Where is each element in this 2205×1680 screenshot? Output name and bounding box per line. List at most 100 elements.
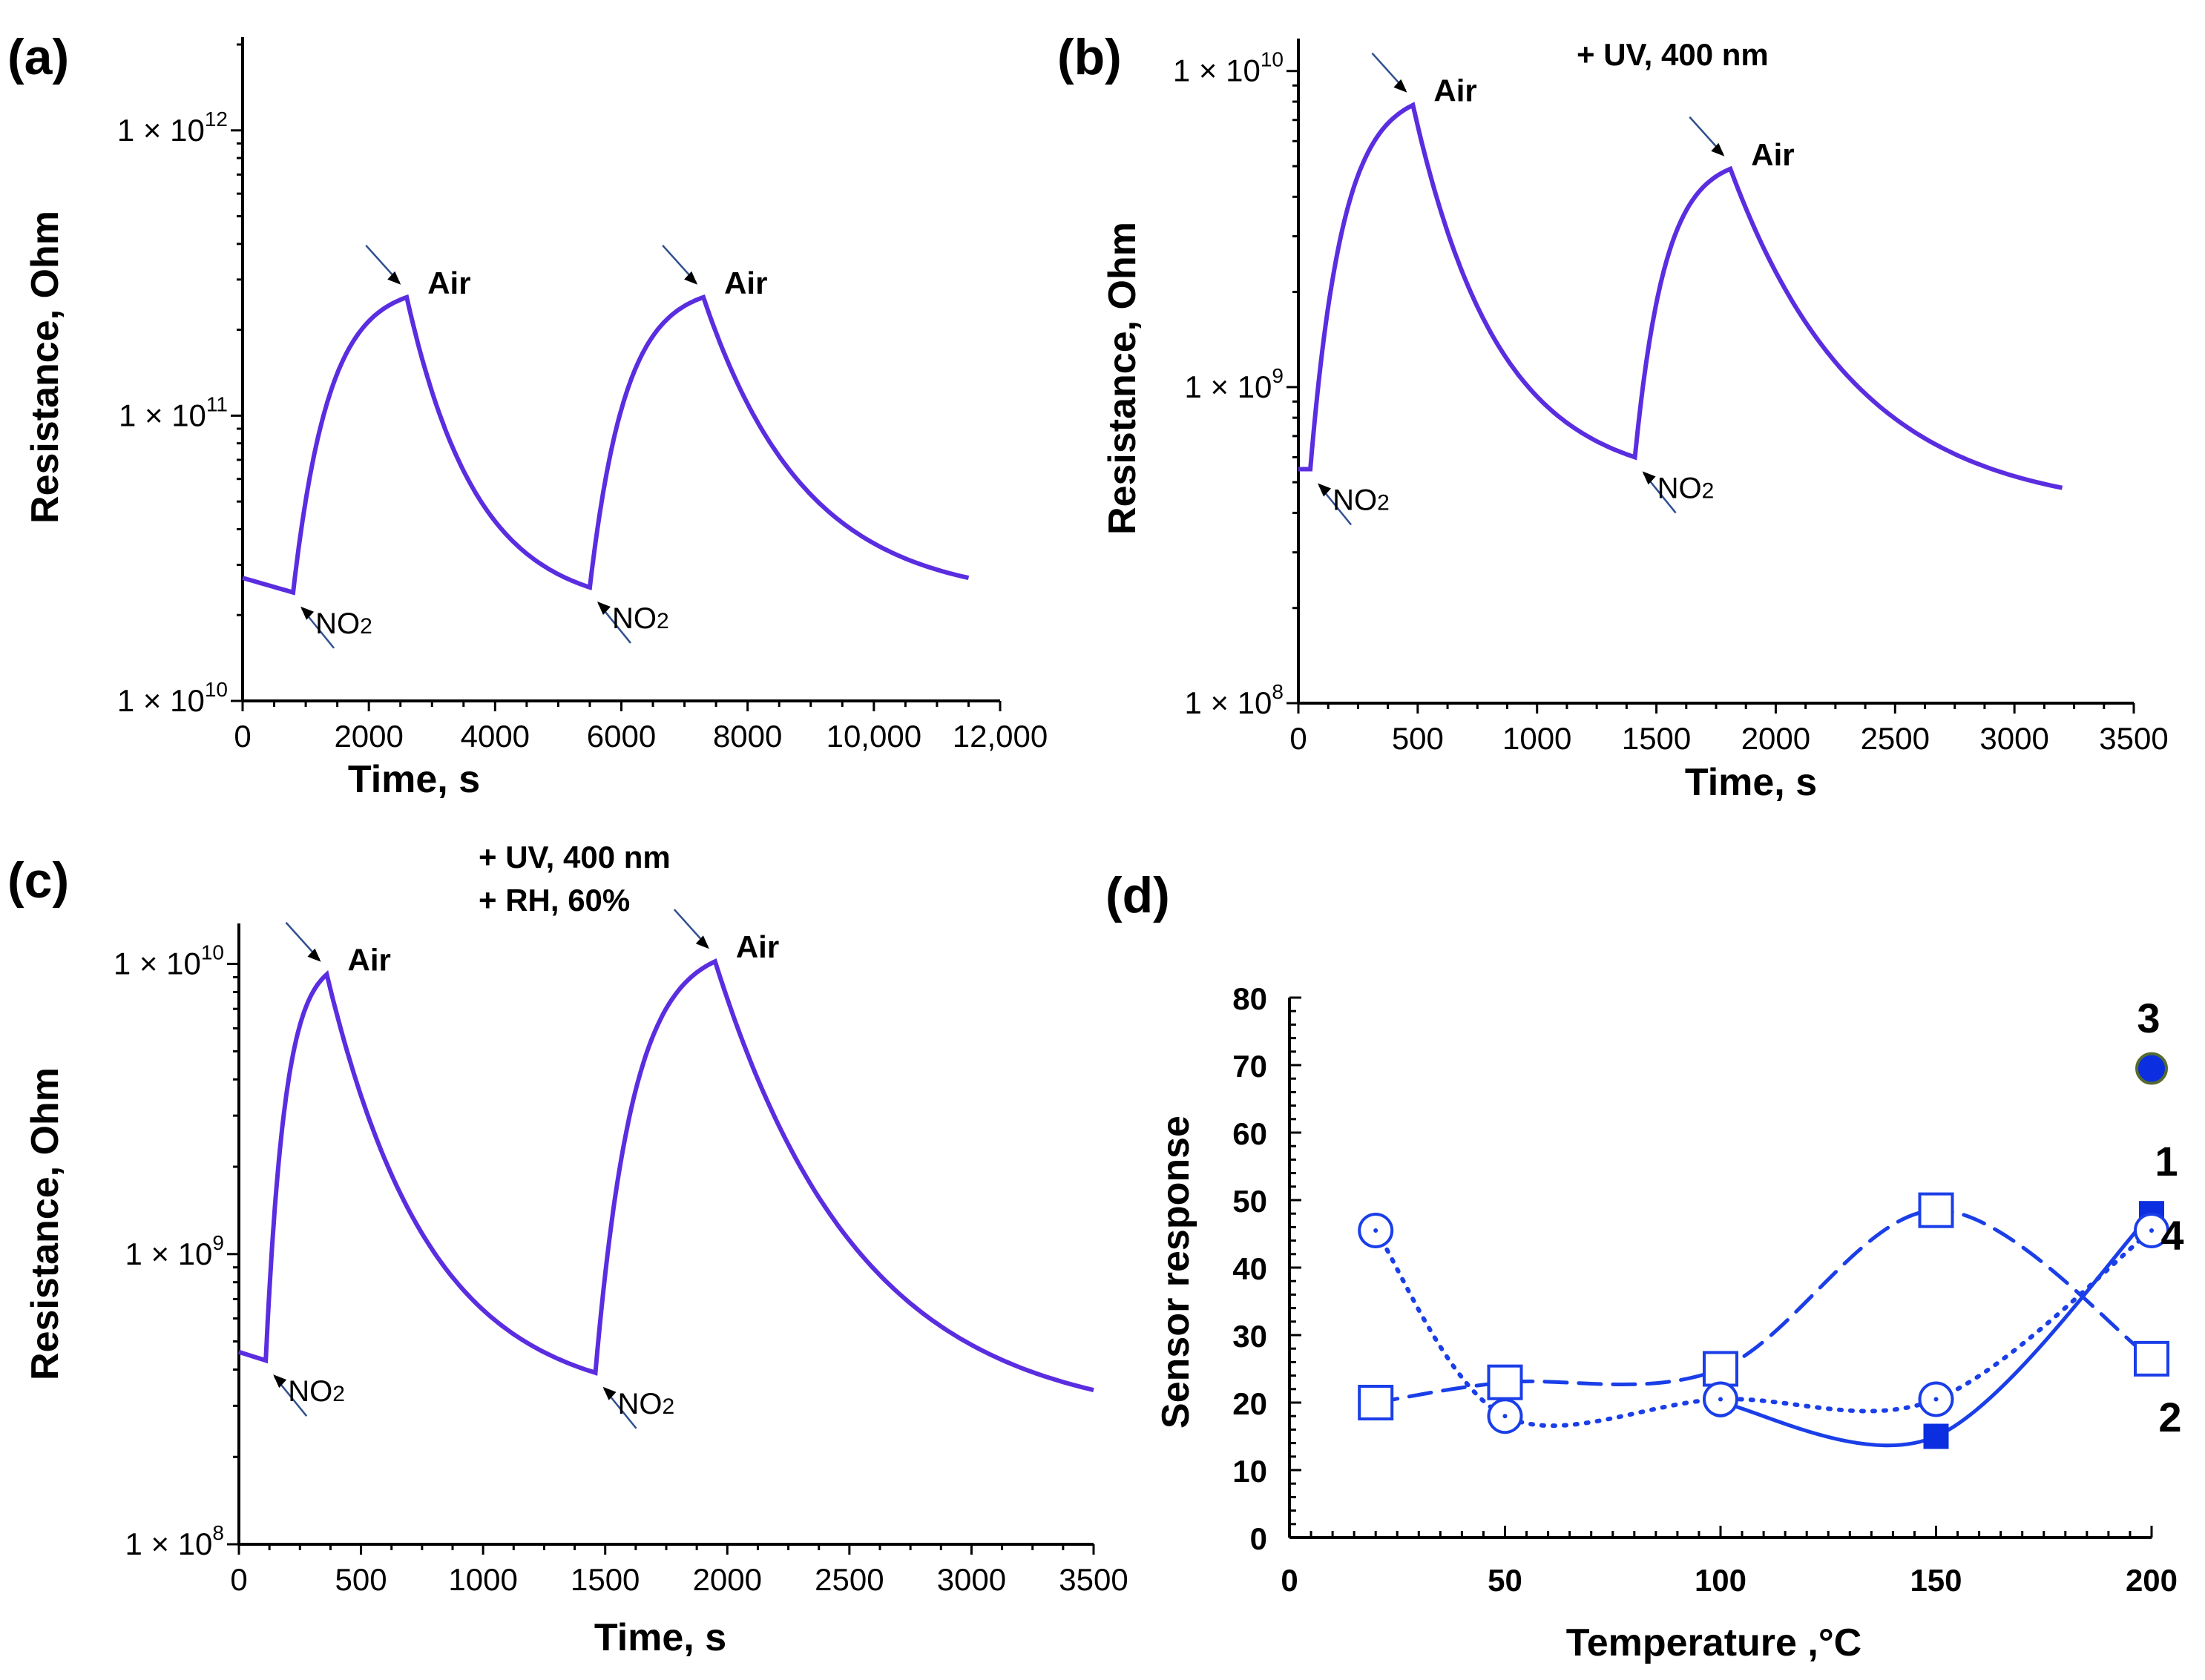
panel-b-plot: 0 500 1000 1500 2000 2500 3000 3500 1 × 108 1 × 1… bbox=[1173, 37, 2169, 756]
resistance-curve bbox=[1298, 102, 2063, 490]
y-tick-label: 30 bbox=[1232, 1319, 1267, 1354]
air-annotation: Air bbox=[1751, 137, 1794, 172]
y-tick-label: 1 × 1012 bbox=[117, 108, 228, 148]
y-tick-label: 1 × 1010 bbox=[114, 941, 224, 981]
air-annotation: Air bbox=[736, 929, 779, 964]
air-arrowhead bbox=[1711, 142, 1725, 157]
condition-text: + RH, 60% bbox=[479, 883, 630, 918]
air-arrowhead bbox=[1393, 79, 1407, 93]
y-tick-label: 10 bbox=[1232, 1454, 1267, 1489]
panel-a: (a) Time, s Resistance, Ohm 0 2000 4000 600… bbox=[7, 29, 1048, 801]
panel-d-ylabel: Sensor response bbox=[1154, 1116, 1197, 1429]
resistance-curve bbox=[242, 294, 970, 596]
x-tick-label: 0 bbox=[1281, 1563, 1298, 1598]
x-tick-label: 500 bbox=[335, 1562, 387, 1597]
x-tick-label: 200 bbox=[2126, 1563, 2178, 1598]
panel-d: (d) Temperature ,°C Sensor response 0102… bbox=[1105, 867, 2184, 1664]
x-tick-label: 4000 bbox=[461, 719, 530, 754]
air-annotation: Air bbox=[427, 266, 470, 300]
y-tick-label: 1 × 108 bbox=[1184, 680, 1284, 720]
panel-b-label: (b) bbox=[1057, 29, 1122, 85]
no2-annotation: NO2 bbox=[612, 602, 669, 635]
condition-text: + UV, 400 nm bbox=[1577, 37, 1769, 72]
x-tick-label: 1500 bbox=[571, 1562, 640, 1597]
y-tick-label: 1 × 108 bbox=[125, 1521, 224, 1561]
air-annotation: Air bbox=[1433, 73, 1476, 108]
x-tick-label: 2000 bbox=[334, 719, 403, 754]
x-tick-label: 2000 bbox=[1741, 721, 1810, 756]
x-tick-label: 1000 bbox=[1502, 721, 1571, 756]
no2-arrowhead bbox=[300, 606, 315, 620]
panel-c-xlabel: Time, s bbox=[594, 1616, 726, 1659]
panel-b-xlabel: Time, s bbox=[1685, 761, 1817, 804]
y-tick-label: 0 bbox=[1250, 1521, 1267, 1556]
no2-arrowhead bbox=[273, 1374, 287, 1389]
series-4-point-dot bbox=[1373, 1228, 1378, 1233]
panel-b: (b) Time, s Resistance, Ohm 0 500 1000 1500… bbox=[1057, 29, 2169, 804]
x-tick-label: 3500 bbox=[1059, 1562, 1128, 1597]
no2-annotation: NO2 bbox=[315, 607, 372, 640]
no2-annotation: NO2 bbox=[618, 1388, 675, 1420]
x-tick-label: 1000 bbox=[448, 1562, 517, 1597]
air-annotation: Air bbox=[724, 266, 767, 300]
y-tick-label: 50 bbox=[1232, 1184, 1267, 1219]
panel-a-plot: 0 2000 4000 6000 8000 10,000 12,000 1 × 1010 1 ×… bbox=[117, 37, 1048, 754]
no2-arrowhead bbox=[597, 601, 611, 615]
x-tick-label: 10,000 bbox=[827, 719, 921, 754]
series-4-point-dot bbox=[1718, 1397, 1723, 1402]
no2-arrowhead bbox=[1318, 483, 1332, 497]
series-3-point bbox=[2135, 1052, 2168, 1085]
panel-a-xlabel: Time, s bbox=[348, 758, 480, 801]
air-arrowhead bbox=[684, 271, 698, 285]
x-tick-label: 500 bbox=[1392, 721, 1444, 756]
panel-a-ylabel: Resistance, Ohm bbox=[24, 211, 67, 524]
panel-c-plot: 0 500 1000 1500 2000 2500 3000 3500 1 × 108 1 × 1… bbox=[114, 840, 1128, 1597]
x-tick-label: 0 bbox=[234, 719, 251, 754]
series-2-point bbox=[2134, 1340, 2169, 1377]
panel-a-label: (a) bbox=[7, 29, 69, 85]
air-arrowhead bbox=[695, 935, 709, 949]
condition-text: + UV, 400 nm bbox=[479, 840, 671, 874]
panel-c: (c) Time, s Resistance, Ohm 0 500 1000 1500… bbox=[7, 840, 1128, 1659]
series-2-line bbox=[1373, 1208, 2154, 1405]
x-tick-label: 100 bbox=[1695, 1563, 1746, 1598]
x-tick-label: 0 bbox=[230, 1562, 247, 1597]
x-tick-label: 2000 bbox=[693, 1562, 762, 1597]
no2-annotation: NO2 bbox=[288, 1375, 345, 1408]
panel-d-xlabel: Temperature ,°C bbox=[1566, 1621, 1861, 1664]
x-tick-label: 0 bbox=[1289, 721, 1307, 756]
series-4-point-dot bbox=[1933, 1397, 1939, 1402]
no2-arrowhead bbox=[1642, 471, 1656, 485]
y-tick-label: 1 × 109 bbox=[1184, 364, 1284, 404]
panel-d-label: (d) bbox=[1105, 867, 1170, 923]
y-tick-label: 1 × 1010 bbox=[1173, 48, 1284, 88]
series-2-point bbox=[1487, 1364, 1523, 1400]
x-tick-label: 1500 bbox=[1622, 721, 1691, 756]
air-annotation: Air bbox=[347, 943, 390, 978]
x-tick-label: 3000 bbox=[937, 1562, 1006, 1597]
series-4-point-dot bbox=[1502, 1414, 1508, 1419]
y-tick-label: 1 × 1011 bbox=[119, 392, 228, 432]
no2-annotation: NO2 bbox=[1332, 484, 1390, 517]
panel-c-ylabel: Resistance, Ohm bbox=[24, 1067, 67, 1380]
y-tick-label: 1 × 109 bbox=[125, 1231, 224, 1271]
no2-arrowhead bbox=[602, 1386, 617, 1400]
resistance-curve bbox=[238, 958, 1094, 1393]
panel-c-label: (c) bbox=[7, 852, 69, 909]
series-label-1: 1 bbox=[2155, 1138, 2178, 1185]
y-tick-label: 80 bbox=[1232, 981, 1267, 1016]
air-arrowhead bbox=[387, 271, 401, 285]
x-tick-label: 6000 bbox=[587, 719, 656, 754]
series-2-point bbox=[1358, 1385, 1394, 1420]
series-label-2: 2 bbox=[2158, 1394, 2181, 1440]
y-tick-label: 1 × 1010 bbox=[117, 678, 228, 718]
x-tick-label: 2500 bbox=[815, 1562, 884, 1597]
series-4-point-dot bbox=[2149, 1228, 2154, 1233]
x-tick-label: 50 bbox=[1488, 1563, 1522, 1598]
panel-d-plot: 0 10 20 30 40 50 60 70 80 0 50 100 150 200 1 2 3 4 bbox=[1232, 981, 2183, 1598]
y-tick-label: 60 bbox=[1232, 1116, 1267, 1151]
series-label-3: 3 bbox=[2137, 995, 2160, 1041]
x-tick-label: 3500 bbox=[2099, 721, 2168, 756]
panel-b-ylabel: Resistance, Ohm bbox=[1101, 222, 1144, 535]
